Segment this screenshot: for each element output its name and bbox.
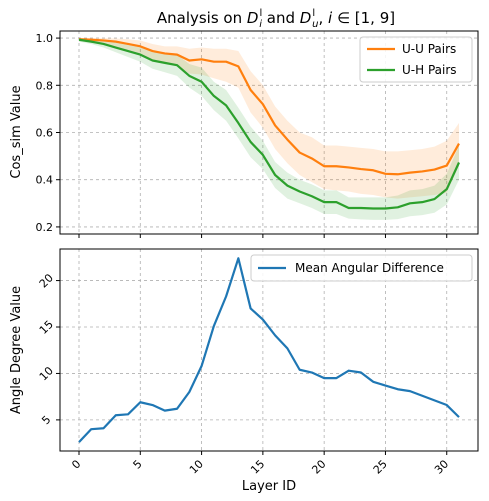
cos-sim-plot: 0.2 0.4 0.6 0.8 1.0 Cos_sim Value U-U Pairs … <box>9 31 478 238</box>
legend-label-uu: U-U Pairs <box>402 42 456 56</box>
top-legend: U-U Pairs U-H Pairs <box>360 37 472 82</box>
y-tick-label: 20 <box>37 271 56 290</box>
y-tick-label: 1.0 <box>36 32 54 45</box>
top-chart-title: Analysis on Dl i and Dl u, i ∈ [1, 9] <box>157 8 395 30</box>
legend-label-uh: U-H Pairs <box>402 63 457 77</box>
y-tick-label: 0.6 <box>36 127 54 140</box>
x-tick-label: 15 <box>248 457 267 476</box>
title-var-2: D <box>300 9 312 27</box>
title-text-2: and <box>262 9 300 27</box>
title-var-1: D <box>247 9 259 27</box>
y-tick-label: 10 <box>37 364 56 383</box>
title-text-1: Analysis on <box>157 9 247 27</box>
bottom-series-lines <box>79 258 459 442</box>
y-tick-label: 15 <box>37 318 56 337</box>
x-tick-label: 20 <box>309 457 328 476</box>
y-tick-label: 0.8 <box>36 79 54 92</box>
series-line-0 <box>79 258 459 442</box>
x-tick-label: 30 <box>432 457 451 476</box>
bottom-legend: Mean Angular Difference <box>251 255 472 281</box>
title-text-4: ∈ [1, 9] <box>332 9 395 27</box>
title-text-3: , <box>318 9 328 27</box>
y-tick-label: 0.2 <box>36 221 54 234</box>
y-tick-label: 5 <box>39 413 53 427</box>
x-tick-label: 5 <box>131 457 145 471</box>
x-tick-label: 25 <box>371 457 390 476</box>
legend-label-angle: Mean Angular Difference <box>295 261 444 275</box>
x-tick-label: 0 <box>69 457 83 471</box>
top-y-axis-title: Cos_sim Value <box>9 85 24 178</box>
bottom-y-axis-title: Angle Degree Value <box>9 286 24 414</box>
bottom-x-axis-title: Layer ID <box>242 479 296 494</box>
angle-plot: 0 5 10 15 20 25 30 5 10 15 20 Angle Degree Value L… <box>9 249 478 494</box>
x-tick-label: 10 <box>187 457 206 476</box>
bottom-axis-ticks: 0 5 10 15 20 25 30 5 10 15 20 <box>37 271 451 476</box>
title-var-2-sup: l <box>312 8 315 19</box>
y-tick-label: 0.4 <box>36 174 54 187</box>
